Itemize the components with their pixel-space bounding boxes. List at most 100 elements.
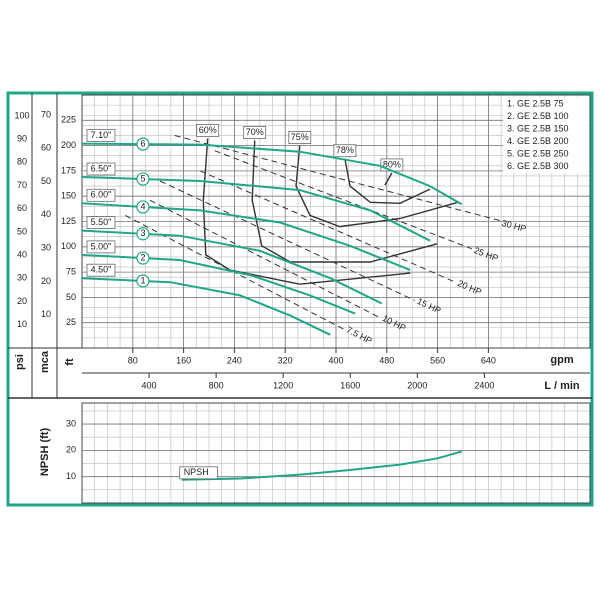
- mca-label: mca: [39, 350, 51, 373]
- psi-tick-label: 20: [17, 296, 27, 306]
- x2-tick-label: 800: [209, 380, 224, 390]
- mca-tick-label: 70: [41, 109, 51, 119]
- curve-number: 1: [140, 275, 145, 285]
- mca-tick-label: 40: [41, 209, 51, 219]
- psi-tick-label: 70: [17, 180, 27, 190]
- psi-tick-label: 80: [17, 157, 27, 167]
- diameter-label-box: [86, 263, 116, 277]
- diameter-label-box: [86, 129, 116, 142]
- y-tick-label: 30: [66, 418, 76, 428]
- mca-tick-label: 20: [41, 276, 51, 286]
- x2-axis-label: L / min: [544, 380, 580, 392]
- y-tick-label: 10: [66, 471, 76, 481]
- pump-curve: [81, 142, 463, 206]
- y-tick-label: 175: [61, 165, 76, 175]
- efficiency-label: 80%: [383, 159, 401, 169]
- diameter-label: 5.50": [91, 217, 112, 227]
- efficiency-label: 75%: [291, 132, 309, 142]
- psi-tick-label: 90: [17, 133, 27, 143]
- mca-tick-label: 50: [41, 176, 51, 186]
- y-tick-label: 25: [66, 317, 76, 327]
- x-tick-label: 240: [227, 355, 242, 365]
- power-line: [149, 199, 381, 319]
- x-tick-label: 400: [328, 355, 343, 365]
- efficiency-curve: [202, 138, 411, 285]
- curve-number-circle: [136, 172, 150, 186]
- diameter-label-box: [86, 216, 116, 229]
- curve-number-circle: [136, 200, 150, 214]
- curve-number-circle: [136, 227, 150, 241]
- legend-entry: 5. GE 2.5B 250: [507, 148, 569, 158]
- legend-entry: 1. GE 2.5B 75: [507, 98, 564, 108]
- x2-tick-label: 2000: [407, 380, 427, 390]
- y-tick-label: 100: [61, 241, 76, 251]
- psi-tick-label: 40: [17, 250, 27, 260]
- x-axis-label: gpm: [550, 354, 573, 366]
- power-line: [199, 170, 456, 283]
- pump-curve: [81, 202, 411, 272]
- curve-number: 6: [140, 138, 145, 148]
- legend-entry: 4. GE 2.5B 200: [507, 136, 569, 146]
- legend-entry: 3. GE 2.5B 150: [507, 123, 569, 133]
- psi-label: psi: [14, 354, 26, 370]
- x-tick-label: 80: [128, 355, 138, 365]
- efficiency-curve: [295, 145, 459, 228]
- diameter-label-box: [86, 162, 116, 176]
- pump-curve: [81, 176, 431, 242]
- curve-number-circle: [136, 137, 150, 151]
- diameter-label: 6.00": [91, 190, 112, 200]
- diameter-label-box: [86, 240, 116, 254]
- y-tick-label: 50: [66, 292, 76, 302]
- curve-number: 2: [140, 252, 145, 262]
- psi-tick-label: 60: [17, 203, 27, 213]
- curve-number: 5: [140, 173, 145, 183]
- efficiency-label-box: [333, 144, 357, 158]
- mca-tick-label: 60: [41, 143, 51, 153]
- y-tick-label: 225: [61, 115, 76, 125]
- efficiency-label: 78%: [336, 145, 354, 155]
- efficiency-label: 60%: [199, 125, 217, 135]
- npsh-axis-label: NPSH (ft): [39, 428, 51, 477]
- efficiency-label-box: [288, 131, 312, 144]
- y-tick-label: 75: [66, 266, 76, 276]
- diameter-label: 4.50": [91, 265, 112, 275]
- legend-entry: 2. GE 2.5B 100: [507, 111, 569, 121]
- psi-tick-label: 30: [17, 273, 27, 283]
- efficiency-curve: [384, 172, 393, 186]
- series-label: NPSH: [184, 467, 209, 477]
- psi-tick-label: 50: [17, 226, 27, 236]
- plot-border: [81, 402, 591, 504]
- diameter-label: 6.50": [91, 163, 112, 173]
- efficiency-label: 70%: [246, 127, 264, 137]
- legend-entry: 6. GE 2.5B 300: [507, 161, 569, 171]
- series-label-box: [179, 466, 219, 480]
- x-tick-label: 480: [379, 355, 394, 365]
- x-tick-label: 160: [176, 355, 191, 365]
- efficiency-label-box: [196, 124, 220, 137]
- ft-label: ft: [64, 358, 76, 366]
- legend-box: [503, 97, 589, 173]
- power-line: [214, 150, 473, 250]
- x-tick-label: 640: [481, 355, 496, 365]
- diameter-label-box: [86, 188, 116, 202]
- mca-tick-label: 10: [41, 309, 51, 319]
- power-line: [159, 180, 415, 301]
- y-tick-label: 125: [61, 216, 76, 226]
- x2-tick-label: 2400: [474, 380, 494, 390]
- curve-number-circle: [136, 274, 150, 288]
- diameter-label: 5.00": [91, 241, 112, 251]
- psi-tick-label: 100: [14, 110, 29, 120]
- mca-tick-label: 30: [41, 243, 51, 253]
- psi-tick-label: 10: [17, 319, 27, 329]
- x-tick-label: 320: [278, 355, 293, 365]
- y-tick-label: 200: [61, 140, 76, 150]
- y-tick-label: 150: [61, 191, 76, 201]
- efficiency-label-box: [243, 126, 267, 139]
- x2-tick-label: 400: [142, 380, 157, 390]
- frame: [6, 91, 594, 507]
- curve-number: 3: [140, 228, 145, 238]
- x-tick-label: 560: [430, 355, 445, 365]
- curve-number-circle: [136, 251, 150, 265]
- y-tick-label: 20: [66, 445, 76, 455]
